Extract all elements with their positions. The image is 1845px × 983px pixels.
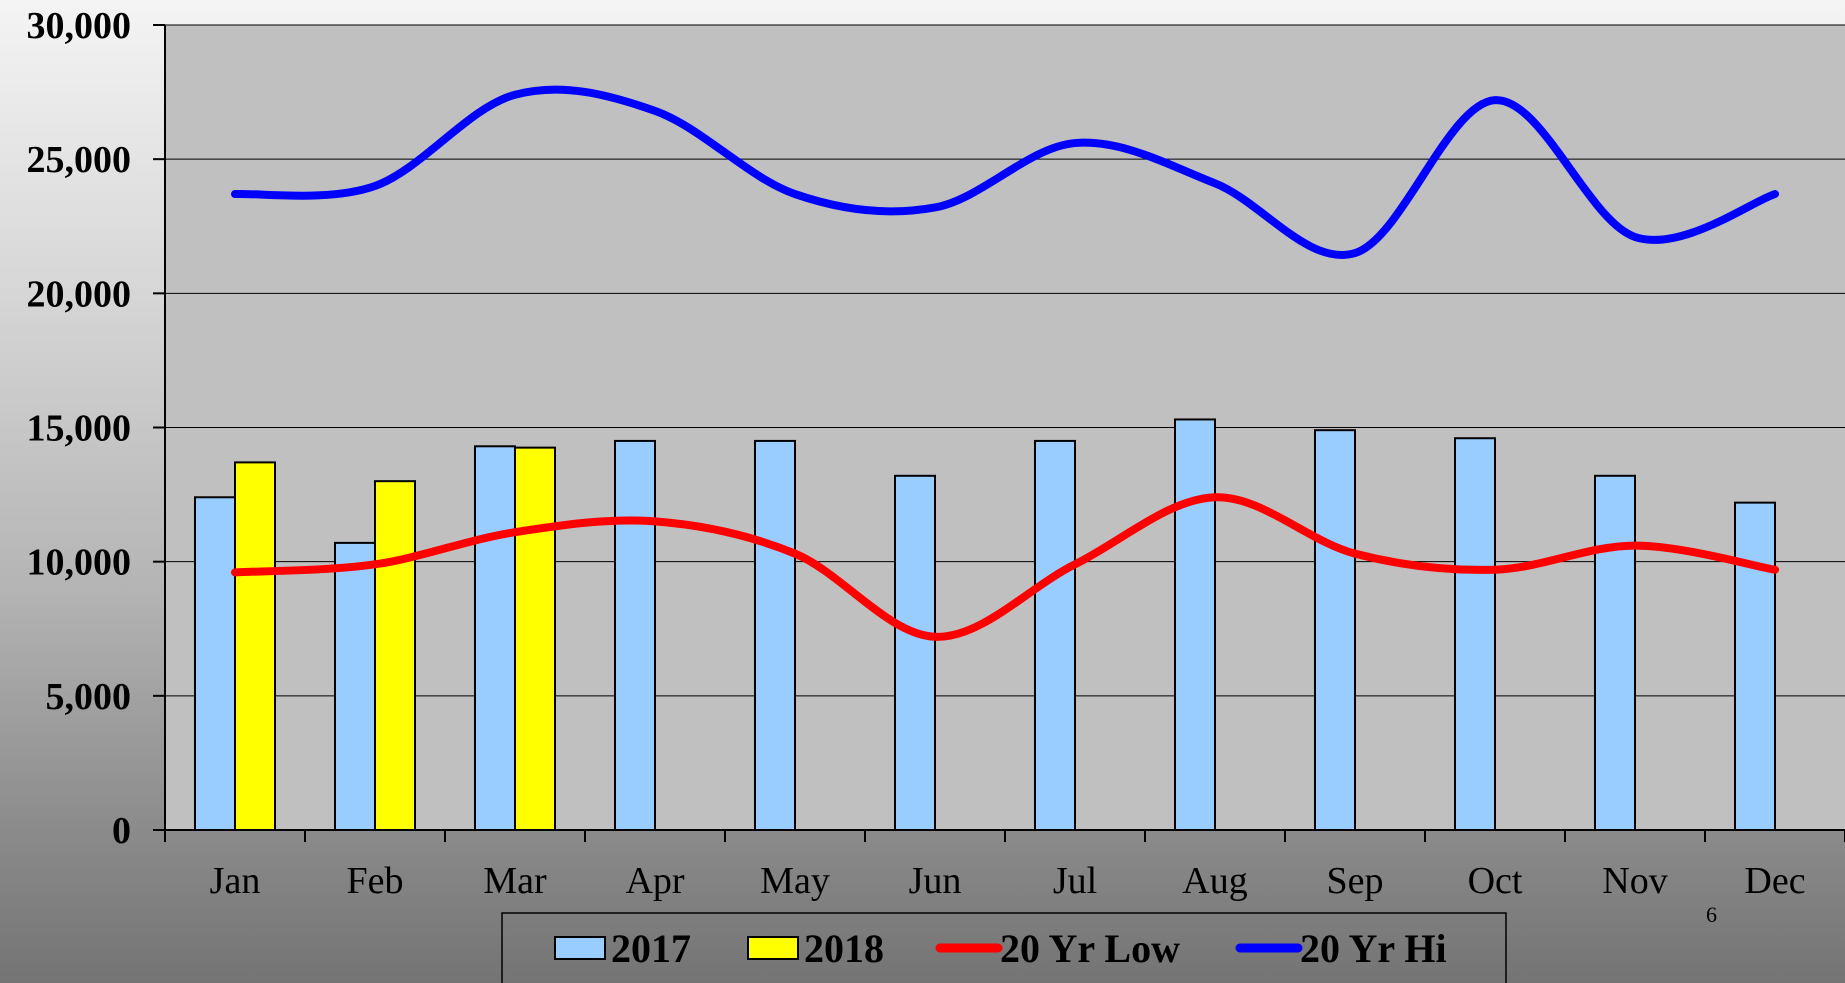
- x-tick-label: Jan: [210, 860, 261, 902]
- legend-swatch-2017: [554, 936, 606, 960]
- legend-label-2017: 2017: [611, 926, 691, 971]
- series-lines: [231, 85, 1779, 641]
- x-tick-labels: Jan Feb Mar Apr May Jun Jul Aug Sep Oct Nov Dec: [210, 860, 1806, 902]
- x-tick-label: Oct: [1468, 860, 1523, 902]
- bar-2017-apr: [614, 439, 656, 831]
- bar-2017-mar: [474, 445, 516, 831]
- bar-2017-jun: [894, 474, 936, 831]
- y-tick-label: 15,000: [27, 408, 132, 450]
- bar-2017-nov: [1594, 474, 1636, 831]
- bar-2017-sep: [1314, 429, 1356, 831]
- x-tick-label: Jun: [909, 860, 962, 902]
- series-line-20-yr-low: [231, 493, 1779, 641]
- y-tick-label: 10,000: [27, 542, 132, 584]
- x-tick-label: Mar: [483, 860, 547, 902]
- legend-swatch-2018: [747, 936, 799, 960]
- bar-2017-jan: [194, 496, 236, 831]
- legend: 2017 2018 20 Yr Low 20 Yr Hi: [501, 912, 1507, 983]
- legend-label-2018: 2018: [804, 926, 884, 971]
- y-tick-labels: 0 5,000 10,000 15,000 20,000 25,000 30,000: [27, 5, 132, 852]
- x-tick-label: Apr: [625, 860, 684, 902]
- series-line-20-yr-hi: [231, 85, 1779, 259]
- x-tick-label: Feb: [347, 860, 404, 902]
- bar-2017-may: [754, 439, 796, 831]
- x-tick-label: Dec: [1744, 860, 1805, 902]
- y-tick-label: 30,000: [27, 5, 132, 47]
- y-tick-label: 0: [112, 810, 131, 852]
- legend-box: [501, 912, 1507, 983]
- x-tick-label: Sep: [1327, 860, 1384, 902]
- bar-2017-jul: [1034, 439, 1076, 831]
- legend-label-20-yr-low: 20 Yr Low: [1000, 926, 1180, 971]
- x-tick-label: Nov: [1602, 860, 1667, 902]
- y-tick-label: 20,000: [27, 273, 132, 315]
- bar-2017-aug: [1174, 418, 1216, 831]
- axes: [164, 25, 1845, 842]
- bar-2018-mar: [514, 446, 556, 831]
- y-tick-label: 25,000: [27, 139, 132, 181]
- bar-2017-dec: [1734, 501, 1776, 831]
- bar-2017-feb: [334, 541, 376, 832]
- bar-2017-oct: [1454, 437, 1496, 831]
- bar-2018-feb: [374, 480, 416, 831]
- legend-label-20-yr-hi: 20 Yr Hi: [1300, 926, 1447, 971]
- x-tick-label: Aug: [1182, 860, 1247, 902]
- y-tick-label: 5,000: [46, 676, 132, 718]
- page-number: 6: [1706, 902, 1717, 927]
- x-tick-label: May: [760, 860, 830, 902]
- bar-2018-jan: [234, 461, 276, 831]
- bars: [194, 418, 1776, 832]
- x-tick-label: Jul: [1053, 860, 1097, 902]
